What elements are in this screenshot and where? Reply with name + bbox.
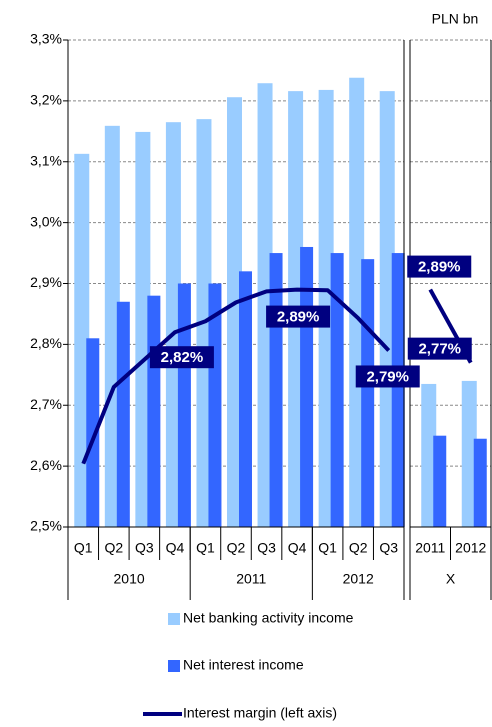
- group-label: 2011: [236, 571, 266, 587]
- bar: [421, 383, 437, 527]
- bar: [147, 295, 161, 527]
- unit-label: PLN bn: [432, 11, 479, 27]
- y-tick-label: 2,6%: [30, 457, 62, 473]
- x-tick-label: Q3: [379, 540, 398, 556]
- bar: [361, 259, 375, 527]
- y-tick-label: 3,3%: [30, 31, 62, 47]
- value-label-box: [407, 337, 472, 360]
- bar: [379, 91, 395, 527]
- bar: [177, 283, 191, 527]
- bar: [391, 253, 405, 527]
- y-tick-label: 2,5%: [30, 518, 62, 534]
- y-tick-label: 3,2%: [30, 92, 62, 108]
- x-tick-label: Q4: [288, 540, 307, 556]
- x-tick-label: 2011: [415, 540, 445, 556]
- legend-label: Interest margin (left axis): [183, 705, 337, 721]
- y-tick-label: 3,0%: [30, 213, 62, 229]
- value-label: 2,82%: [161, 349, 204, 366]
- bar: [461, 380, 477, 527]
- value-label-box: [355, 365, 420, 388]
- bar: [269, 253, 283, 527]
- value-label: 2,79%: [366, 368, 409, 385]
- bar: [330, 253, 344, 527]
- bar: [74, 153, 90, 527]
- line-series: [81, 287, 391, 465]
- value-label-box: [407, 255, 472, 278]
- y-tick-label: 3,1%: [30, 152, 62, 168]
- x-tick-label: Q1: [318, 540, 337, 556]
- x-tick-label: Q4: [166, 540, 185, 556]
- bar: [116, 301, 130, 527]
- legend-swatch: [168, 660, 180, 672]
- x-tick-label: Q2: [349, 540, 368, 556]
- bar: [349, 77, 365, 528]
- bar: [86, 338, 100, 527]
- x-tick-label: Q1: [74, 540, 93, 556]
- y-tick-label: 2,7%: [30, 396, 62, 412]
- x-tick-label: Q3: [257, 540, 276, 556]
- group-label: 2010: [114, 571, 145, 587]
- legend-label: Net banking activity income: [183, 610, 354, 626]
- value-label: 2,77%: [418, 341, 461, 358]
- x-tick-label: Q3: [135, 540, 154, 556]
- group-label: 2012: [343, 571, 374, 587]
- value-label-box: [266, 305, 331, 328]
- x-tick-label: Q1: [196, 540, 215, 556]
- legend-label: Net interest income: [183, 657, 304, 673]
- bar: [104, 125, 120, 528]
- bar: [433, 435, 447, 527]
- value-label: 2,89%: [418, 259, 461, 276]
- x-tick-label: Q2: [227, 540, 246, 556]
- bar: [165, 122, 181, 528]
- bar: [135, 131, 151, 527]
- bar: [208, 283, 222, 527]
- group-label: X: [446, 571, 456, 587]
- bar: [257, 83, 273, 527]
- y-tick-label: 2,8%: [30, 335, 62, 351]
- x-tick-label: 2012: [455, 540, 486, 556]
- x-tick-label: Q2: [104, 540, 123, 556]
- bar: [473, 438, 487, 527]
- bar: [239, 271, 252, 527]
- value-label: 2,89%: [277, 309, 320, 326]
- legend-swatch: [168, 613, 180, 625]
- bar: [227, 97, 242, 527]
- value-label-box: [149, 346, 214, 369]
- y-tick-label: 2,9%: [30, 274, 62, 290]
